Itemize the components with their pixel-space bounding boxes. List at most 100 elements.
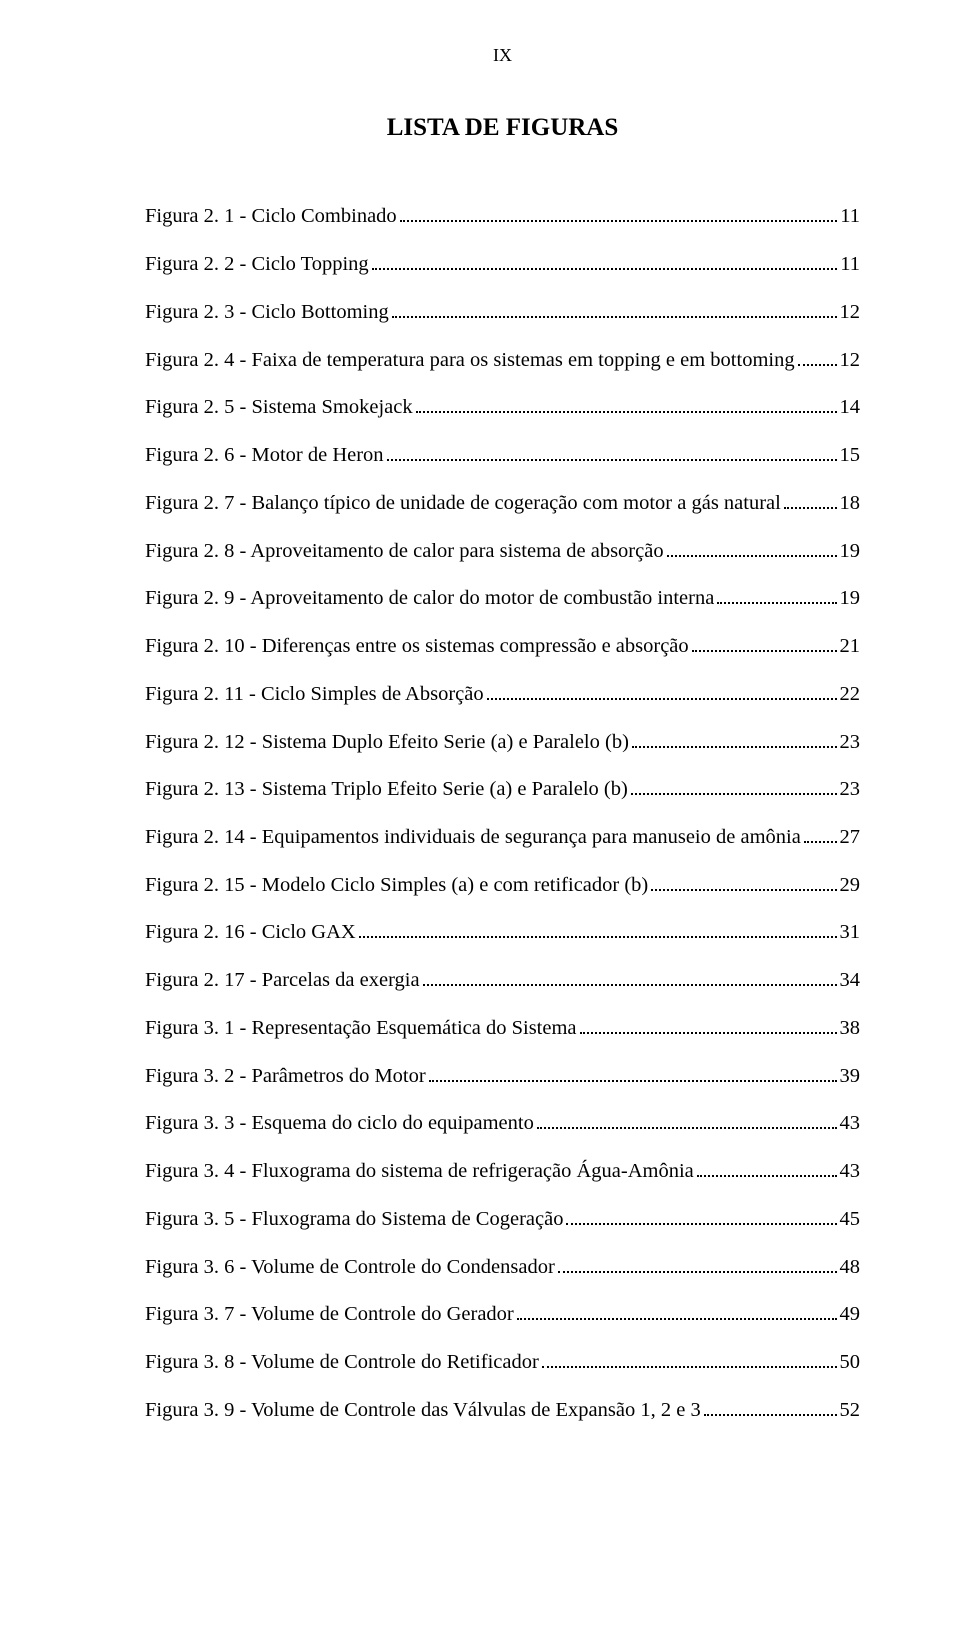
toc-entry-label: Figura 2. 11 - Ciclo Simples de Absorção: [145, 684, 484, 705]
toc-leader-dots: [704, 1395, 837, 1415]
toc-entry-label: Figura 3. 7 - Volume de Controle do Gera…: [145, 1304, 514, 1325]
toc-entry: Figura 2. 15 - Modelo Ciclo Simples (a) …: [145, 870, 860, 895]
toc-entry: Figura 2. 8 - Aproveitamento de calor pa…: [145, 536, 860, 561]
toc-entry-page: 19: [840, 541, 861, 562]
toc-leader-dots: [558, 1252, 837, 1272]
toc-leader-dots: [632, 727, 837, 747]
toc-entry-label: Figura 2. 4 - Faixa de temperatura para …: [145, 350, 795, 371]
toc-entry-label: Figura 2. 8 - Aproveitamento de calor pa…: [145, 541, 664, 562]
toc-leader-dots: [392, 297, 837, 317]
toc-entry-label: Figura 2. 16 - Ciclo GAX: [145, 922, 356, 943]
toc-entry: Figura 2. 16 - Ciclo GAX 31: [145, 918, 860, 943]
toc-entry-label: Figura 3. 9 - Volume de Controle das Vál…: [145, 1400, 701, 1421]
toc-leader-dots: [784, 488, 837, 508]
toc-entry-page: 48: [840, 1257, 861, 1278]
toc-entry-label: Figura 2. 15 - Modelo Ciclo Simples (a) …: [145, 875, 648, 896]
toc-entry: Figura 3. 1 - Representação Esquemática …: [145, 1013, 860, 1038]
toc-leader-dots: [697, 1157, 837, 1177]
toc-entry-label: Figura 3. 1 - Representação Esquemática …: [145, 1018, 577, 1039]
toc-entry: Figura 3. 7 - Volume de Controle do Gera…: [145, 1300, 860, 1325]
toc-entry-page: 39: [840, 1066, 861, 1087]
toc-entry-label: Figura 3. 3 - Esquema do ciclo do equipa…: [145, 1113, 534, 1134]
toc-entry-label: Figura 2. 13 - Sistema Triplo Efeito Ser…: [145, 779, 628, 800]
toc-entry: Figura 2. 4 - Faixa de temperatura para …: [145, 345, 860, 370]
toc-entry-page: 43: [840, 1113, 861, 1134]
toc-leader-dots: [798, 345, 837, 365]
toc-entry-page: 43: [840, 1161, 861, 1182]
toc-entry-label: Figura 3. 4 - Fluxograma do sistema de r…: [145, 1161, 694, 1182]
toc-entry: Figura 2. 5 - Sistema Smokejack 14: [145, 393, 860, 418]
toc-entry: Figura 3. 5 - Fluxograma do Sistema de C…: [145, 1204, 860, 1229]
toc-entry: Figura 2. 7 - Balanço típico de unidade …: [145, 488, 860, 513]
toc-leader-dots: [542, 1348, 837, 1368]
toc-leader-dots: [400, 202, 838, 222]
toc-leader-dots: [387, 441, 837, 461]
toc-entry: Figura 2. 10 - Diferenças entre os siste…: [145, 632, 860, 657]
toc-entry-label: Figura 3. 2 - Parâmetros do Motor: [145, 1066, 426, 1087]
toc-entry-page: 38: [840, 1018, 861, 1039]
toc-entry: Figura 2. 14 - Equipamentos individuais …: [145, 823, 860, 848]
toc-entry-label: Figura 2. 2 - Ciclo Topping: [145, 254, 369, 275]
toc-entry-page: 29: [840, 875, 861, 896]
toc-leader-dots: [372, 250, 838, 270]
toc-leader-dots: [631, 775, 837, 795]
toc-entry-label: Figura 2. 3 - Ciclo Bottoming: [145, 302, 389, 323]
toc-entry: Figura 3. 4 - Fluxograma do sistema de r…: [145, 1157, 860, 1182]
toc-entry: Figura 2. 3 - Ciclo Bottoming 12: [145, 297, 860, 322]
toc-entry: Figura 2. 1 - Ciclo Combinado 11: [145, 202, 860, 227]
toc-entry-page: 27: [840, 827, 861, 848]
toc-leader-dots: [359, 918, 837, 938]
toc-entry-label: Figura 3. 6 - Volume de Controle do Cond…: [145, 1257, 555, 1278]
toc-entry-label: Figura 3. 8 - Volume de Controle do Reti…: [145, 1352, 539, 1373]
toc-entry: Figura 3. 6 - Volume de Controle do Cond…: [145, 1252, 860, 1277]
toc-entry-label: Figura 2. 10 - Diferenças entre os siste…: [145, 636, 689, 657]
toc-entry: Figura 2. 6 - Motor de Heron 15: [145, 441, 860, 466]
toc-leader-dots: [717, 584, 836, 604]
toc-entry: Figura 2. 12 - Sistema Duplo Efeito Seri…: [145, 727, 860, 752]
toc-leader-dots: [692, 632, 837, 652]
toc-entry: Figura 3. 9 - Volume de Controle das Vál…: [145, 1395, 860, 1420]
toc-entry-page: 49: [840, 1304, 861, 1325]
toc-entry-label: Figura 3. 5 - Fluxograma do Sistema de C…: [145, 1209, 563, 1230]
toc-entry-label: Figura 2. 17 - Parcelas da exergia: [145, 970, 420, 991]
toc-entry: Figura 3. 2 - Parâmetros do Motor 39: [145, 1061, 860, 1086]
toc-leader-dots: [566, 1204, 836, 1224]
toc-entry-label: Figura 2. 9 - Aproveitamento de calor do…: [145, 588, 714, 609]
toc-leader-dots: [423, 966, 837, 986]
toc-entry-page: 15: [840, 445, 861, 466]
toc-leader-dots: [517, 1300, 837, 1320]
toc-entry-page: 12: [840, 350, 861, 371]
toc-entry-page: 19: [840, 588, 861, 609]
toc-entry-label: Figura 2. 14 - Equipamentos individuais …: [145, 827, 801, 848]
toc-entry-page: 23: [840, 732, 861, 753]
page-title: LISTA DE FIGURAS: [145, 114, 860, 142]
page-number: IX: [145, 45, 860, 66]
document-page: IX LISTA DE FIGURAS Figura 2. 1 - Ciclo …: [0, 0, 960, 1628]
toc-entry-page: 12: [840, 302, 861, 323]
toc-entry-page: 34: [840, 970, 861, 991]
toc-entry-page: 11: [840, 254, 860, 275]
toc-entry-page: 21: [840, 636, 861, 657]
toc-entry: Figura 3. 8 - Volume de Controle do Reti…: [145, 1348, 860, 1373]
toc-entry: Figura 2. 2 - Ciclo Topping 11: [145, 250, 860, 275]
toc-entry-page: 14: [840, 397, 861, 418]
toc-entry-page: 31: [840, 922, 861, 943]
toc-entry: Figura 2. 17 - Parcelas da exergia 34: [145, 966, 860, 991]
toc-entry: Figura 2. 13 - Sistema Triplo Efeito Ser…: [145, 775, 860, 800]
toc-entry-label: Figura 2. 7 - Balanço típico de unidade …: [145, 493, 781, 514]
toc-entry-page: 18: [840, 493, 861, 514]
toc-entry: Figura 3. 3 - Esquema do ciclo do equipa…: [145, 1109, 860, 1134]
toc-leader-dots: [416, 393, 837, 413]
toc-leader-dots: [487, 679, 837, 699]
toc-leader-dots: [537, 1109, 837, 1129]
toc-leader-dots: [429, 1061, 837, 1081]
toc-entry-label: Figura 2. 1 - Ciclo Combinado: [145, 206, 397, 227]
toc-entry: Figura 2. 11 - Ciclo Simples de Absorção…: [145, 679, 860, 704]
toc-entry-label: Figura 2. 6 - Motor de Heron: [145, 445, 384, 466]
toc-entry: Figura 2. 9 - Aproveitamento de calor do…: [145, 584, 860, 609]
toc-entry-label: Figura 2. 12 - Sistema Duplo Efeito Seri…: [145, 732, 629, 753]
toc-entry-page: 11: [840, 206, 860, 227]
toc-entry-label: Figura 2. 5 - Sistema Smokejack: [145, 397, 413, 418]
toc-entry-page: 22: [840, 684, 861, 705]
toc-leader-dots: [804, 823, 837, 843]
